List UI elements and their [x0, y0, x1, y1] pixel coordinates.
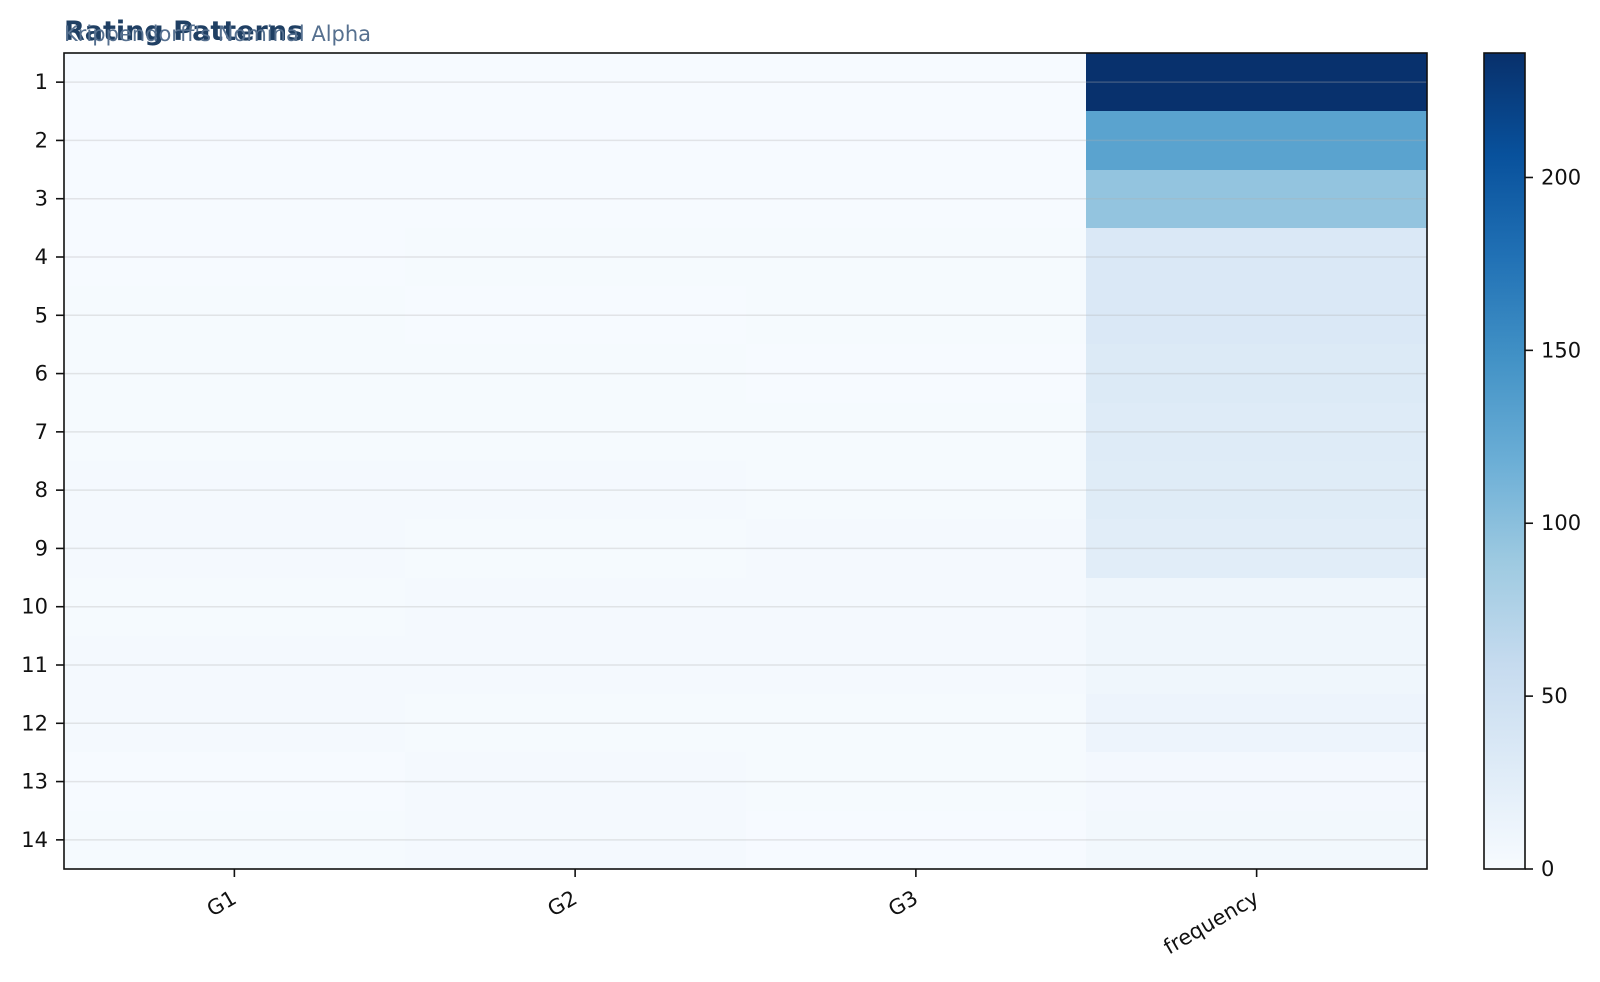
heatmap-cell — [64, 228, 405, 286]
heatmap-cell — [746, 636, 1086, 694]
colorbar-tick-label: 0 — [1541, 857, 1554, 881]
heatmap-cell — [405, 170, 746, 228]
chart-title: Rating Patterns — [64, 16, 303, 47]
heatmap-cell — [405, 578, 746, 636]
heatmap-cell — [1086, 694, 1427, 752]
heatmap-cell — [746, 53, 1086, 111]
heatmap-cell — [64, 344, 405, 403]
y-tick-label: 13 — [21, 770, 48, 794]
heatmap-cell — [746, 578, 1086, 636]
heatmap-cell — [746, 228, 1086, 286]
heatmap-cell — [405, 111, 746, 170]
y-tick-label: 4 — [35, 245, 48, 269]
heatmap-cell — [64, 53, 405, 111]
heatmap-cell — [405, 461, 746, 519]
heatmap-cell — [405, 403, 746, 461]
heatmap-cell — [1086, 811, 1427, 869]
heatmap-cell — [1086, 344, 1427, 403]
x-tick-label: G2 — [544, 886, 582, 922]
heatmap-cell — [64, 403, 405, 461]
y-tick-label: 11 — [21, 653, 48, 677]
heatmap-gridlines — [64, 81, 1427, 841]
heatmap-cell — [1086, 519, 1427, 578]
heatmap-cell — [1086, 111, 1427, 170]
heatmap-cell — [746, 811, 1086, 869]
heatmap-cells — [64, 53, 1427, 869]
y-tick-label: 6 — [35, 362, 48, 386]
heatmap-cell — [64, 286, 405, 344]
heatmap-cell — [64, 461, 405, 519]
colorbar-tick-label: 50 — [1541, 684, 1568, 708]
heatmap-cell — [1086, 752, 1427, 811]
colorbar-axis: 0 50 100 150 200 — [1525, 165, 1581, 881]
y-tick-label: 12 — [21, 711, 48, 735]
heatmap-cell — [64, 694, 405, 752]
heatmap-cell — [1086, 403, 1427, 461]
heatmap-cell — [64, 170, 405, 228]
heatmap-cell — [64, 752, 405, 811]
x-tick-label: G3 — [884, 886, 922, 922]
heatmap-cell — [405, 636, 746, 694]
y-tick-label: 14 — [21, 828, 48, 852]
heatmap-cell — [64, 111, 405, 170]
y-tick-label: 9 — [35, 536, 48, 560]
heatmap-cell — [746, 519, 1086, 578]
y-tick-label: 7 — [35, 420, 48, 444]
y-tick-label: 8 — [35, 478, 48, 502]
heatmap-cell — [405, 286, 746, 344]
heatmap-cell — [64, 578, 405, 636]
y-tick-label: 2 — [35, 128, 48, 152]
y-tick-label: 10 — [21, 595, 48, 619]
heatmap-cell — [405, 811, 746, 869]
heatmap-cell — [1086, 636, 1427, 694]
heatmap-cell — [746, 694, 1086, 752]
heatmap-cell — [746, 111, 1086, 170]
heatmap-cell — [64, 636, 405, 694]
y-tick-label: 3 — [35, 187, 48, 211]
heatmap-cell — [1086, 461, 1427, 519]
heatmap-cell — [746, 403, 1086, 461]
heatmap-cell — [746, 170, 1086, 228]
chart-subtitle: Krippendorff's Nominal Alpha — [64, 22, 371, 46]
x-tick-label: G1 — [203, 886, 241, 922]
heatmap-cell — [746, 752, 1086, 811]
x-tick-label: frequency — [1160, 886, 1263, 959]
heatmap-cell — [405, 694, 746, 752]
heatmap-cell — [746, 344, 1086, 403]
heatmap-cell — [1086, 228, 1427, 286]
colorbar-tick-label: 200 — [1541, 165, 1581, 189]
y-tick-label: 5 — [35, 303, 48, 327]
heatmap-cell — [405, 519, 746, 578]
heatmap-cell — [405, 228, 746, 286]
heatmap-cell — [746, 286, 1086, 344]
heatmap-cell — [1086, 170, 1427, 228]
heatmap-cell — [746, 461, 1086, 519]
heatmap-cell — [405, 53, 746, 111]
heatmap-cell — [1086, 578, 1427, 636]
plot-frame — [63, 52, 1428, 870]
x-axis: G1 G2 G3 frequency — [203, 869, 1263, 959]
colorbar — [1483, 52, 1526, 870]
colorbar-tick-label: 150 — [1541, 338, 1581, 362]
heatmap-cell — [1086, 53, 1427, 111]
heatmap-cell — [1086, 286, 1427, 344]
heatmap-cell — [64, 519, 405, 578]
y-tick-label: 1 — [35, 70, 48, 94]
heatmap-cell — [405, 344, 746, 403]
heatmap-cell — [64, 811, 405, 869]
colorbar-tick-label: 100 — [1541, 511, 1581, 535]
heatmap-cell — [405, 752, 746, 811]
